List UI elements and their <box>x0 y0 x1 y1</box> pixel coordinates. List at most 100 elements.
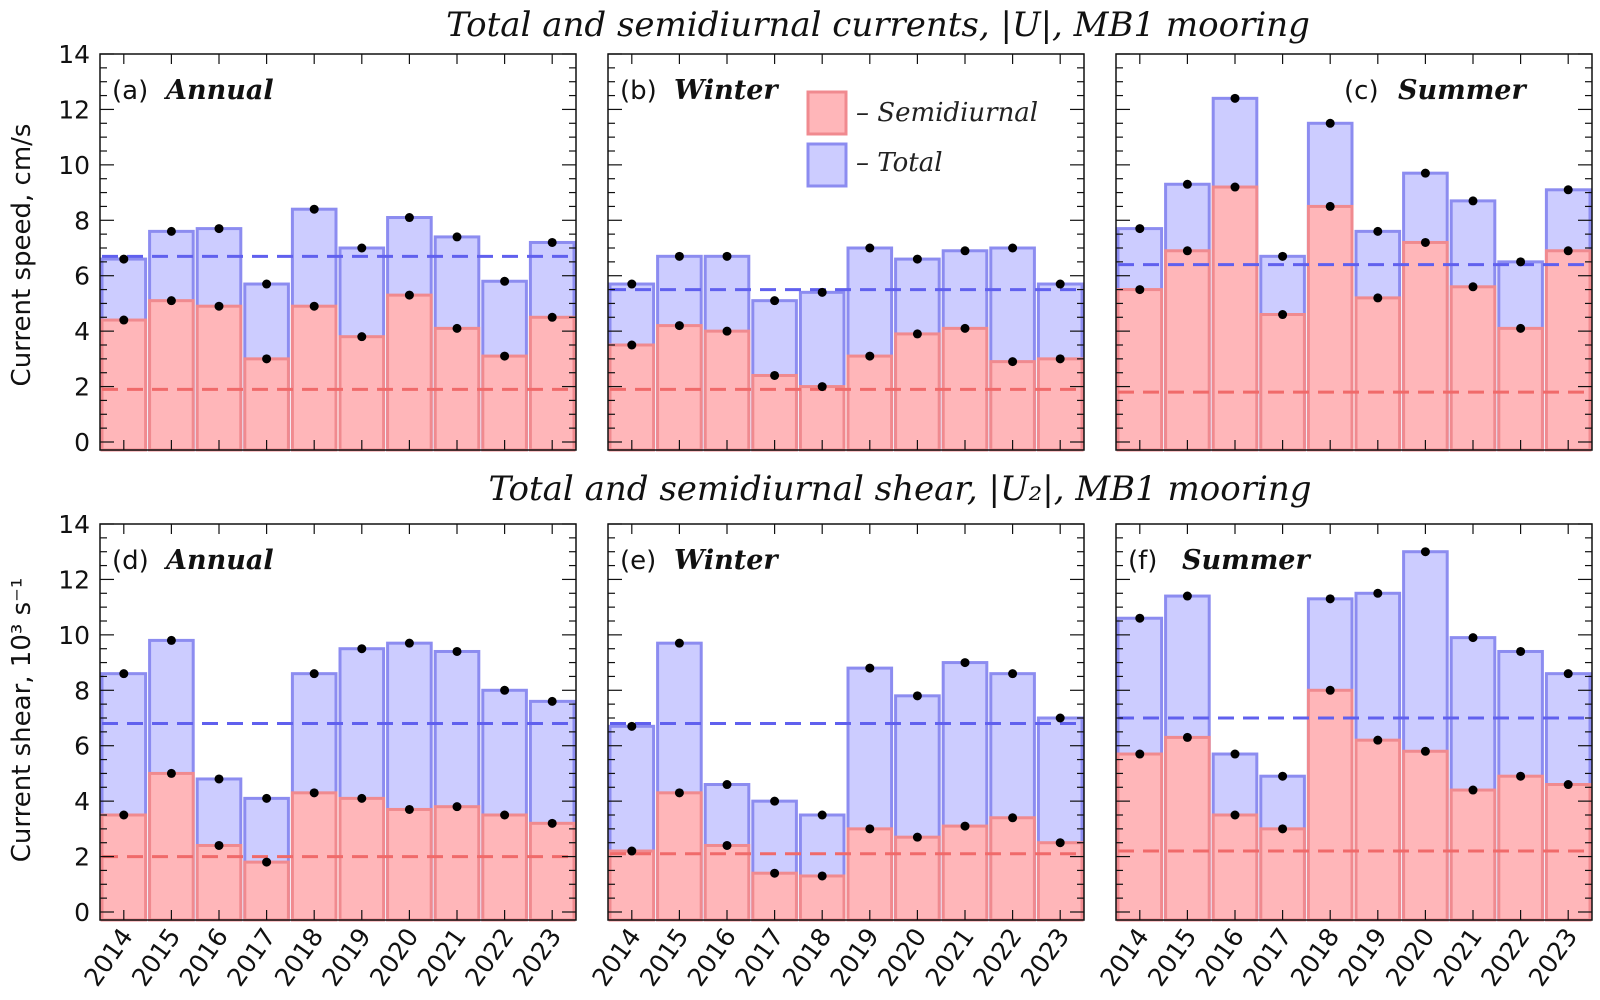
panel-e-semidiurnal-point <box>817 871 827 881</box>
panel-a-semidiurnal-point <box>309 301 319 311</box>
panel-f-x-tick-label: 2018 <box>1285 923 1345 992</box>
panel-f-total-point <box>1325 594 1335 604</box>
panel-e-semidiurnal-bar <box>608 849 656 922</box>
panel-e-x-tick-label: 2015 <box>634 923 694 992</box>
panel-d-semidiurnal-point <box>404 804 414 814</box>
panel-f-total-point <box>1182 591 1192 601</box>
panel-d-x-tick-label: 2021 <box>412 923 472 992</box>
panel-d-semidiurnal-bar <box>338 796 386 922</box>
panel-d-semidiurnal-bar <box>148 771 195 922</box>
legend-semidiurnal-swatch <box>806 90 848 136</box>
panel-e-x-tick-label: 2017 <box>729 923 789 992</box>
panel-b-total-point <box>674 251 684 261</box>
panel-e-x-tick-label: 2019 <box>824 923 884 992</box>
panel-f-semidiurnal-bar <box>1497 774 1544 922</box>
panel-f-semidiurnal-bar <box>1354 738 1402 922</box>
panel-d-x-tick-label: 2018 <box>269 923 329 992</box>
panel-c-semidiurnal-bar <box>1497 326 1544 452</box>
panel-a-total-point <box>309 204 319 214</box>
panel-a-frame <box>99 53 577 451</box>
panel-e-total-point <box>960 658 970 668</box>
panel-f-total-point <box>1230 749 1240 759</box>
panel-c-semidiurnal-bar <box>1449 285 1497 452</box>
panel-a-semidiurnal-bar <box>290 304 338 452</box>
panel-d-semidiurnal-point <box>262 857 272 867</box>
panel-f-total-point <box>1135 613 1145 623</box>
panel-a-total-point <box>404 213 414 223</box>
row1-y-axis-label: Current speed, cm/s <box>7 124 37 387</box>
panel-d-x-tick-label: 2017 <box>221 923 281 992</box>
panel-f-x-tick-label: 2019 <box>1332 923 1392 992</box>
panel-a-y-tick-label: 2 <box>74 373 90 402</box>
panel-e-total-point <box>1055 713 1065 723</box>
panel-f-semidiurnal-bar <box>1211 813 1259 922</box>
panel-e-semidiurnal-point <box>1055 838 1065 848</box>
panel-b-total-point <box>960 246 970 256</box>
panel-d-total-point <box>262 793 272 803</box>
panel-c-semidiurnal-point <box>1182 246 1192 256</box>
panel-e-semidiurnal-bar <box>989 816 1036 922</box>
panel-f-x-tick-label: 2016 <box>1190 923 1250 992</box>
panel-a-y-tick-label: 6 <box>74 262 90 291</box>
panel-a-semidiurnal-bar <box>386 293 433 452</box>
panel-b-semidiurnal-point <box>865 351 875 361</box>
row1-title: Total and semidiurnal currents, |U|, MB1… <box>446 5 1310 45</box>
panel-d-letter: (d) <box>112 546 149 576</box>
panel-a-total-point <box>452 232 462 242</box>
panel-f-semidiurnal-bar <box>1116 752 1164 922</box>
panel-d-semidiurnal-point <box>214 840 224 850</box>
panel-c-total-point <box>1563 185 1573 195</box>
panel-c-semidiurnal-point <box>1373 293 1383 303</box>
panel-e-semidiurnal-bar <box>703 843 751 922</box>
panel-e-semidiurnal-point <box>722 840 732 850</box>
panel-a-total-point <box>214 224 224 234</box>
panel-d-total-point <box>214 774 224 784</box>
panel-f-semidiurnal-point <box>1325 685 1335 695</box>
panel-d-x-tick-label: 2016 <box>174 923 234 992</box>
panel-b-semidiurnal-point <box>960 323 970 333</box>
panel-d-x-tick-label: 2015 <box>126 923 186 992</box>
row2-y-axis-label: Current shear, 10³ s⁻¹ <box>7 578 37 863</box>
panel-d-semidiurnal-bar <box>481 813 528 922</box>
panel-d-y-tick-label: 14 <box>58 510 90 539</box>
panel-d-total-point <box>357 644 367 654</box>
panel-a-y-tick-label: 4 <box>74 317 90 346</box>
panel-e-semidiurnal-bar <box>656 791 703 922</box>
panel-e-total-point <box>865 663 875 673</box>
panel-d-y-tick-label: 6 <box>74 732 90 761</box>
panel-f-semidiurnal-point <box>1516 771 1526 781</box>
panel-b-total-point <box>817 287 827 297</box>
panel-a-semidiurnal-point <box>357 332 367 342</box>
panel-e-semidiurnal-point <box>865 824 875 834</box>
panel-a-semidiurnal-point <box>452 323 462 333</box>
panel-f-frame <box>1115 523 1593 921</box>
panel-d-semidiurnal-point <box>309 788 319 798</box>
panel-a-y-tick-label: 14 <box>58 40 90 69</box>
panel-b-total-point <box>722 251 732 261</box>
panel-a-semidiurnal-bar <box>338 335 386 452</box>
panel-c-semidiurnal-bar <box>1116 288 1164 452</box>
panel-b-semidiurnal-bar <box>751 373 798 452</box>
panel-b-semidiurnal-point <box>1055 354 1065 364</box>
panel-e-frame <box>607 523 1085 921</box>
panel-c-semidiurnal-bar <box>1211 185 1259 452</box>
panel-d-y-tick-label: 12 <box>58 565 90 594</box>
panel-b-semidiurnal-point <box>912 329 922 339</box>
row2-title: Total and semidiurnal shear, |U₂|, MB1 m… <box>488 469 1311 509</box>
panel-e-semidiurnal-point <box>912 832 922 842</box>
panel-e-total-point <box>817 810 827 820</box>
panel-a-semidiurnal-point <box>262 354 272 364</box>
panel-c-total-point <box>1230 93 1240 103</box>
panel-c-semidiurnal-point <box>1135 285 1145 295</box>
panel-b-semidiurnal-bar <box>894 332 941 452</box>
panel-e-letter: (e) <box>620 546 656 576</box>
panel-c-semidiurnal-bar <box>1544 249 1592 452</box>
panel-d-semidiurnal-point <box>500 810 510 820</box>
panel-b-season-label: Winter <box>674 75 779 106</box>
panel-b-total-point <box>912 254 922 264</box>
panel-d-total-point <box>500 685 510 695</box>
panel-c-semidiurnal-bar <box>1402 240 1449 452</box>
panel-e-x-tick-label: 2020 <box>872 923 932 992</box>
panel-b-semidiurnal-point <box>627 340 637 350</box>
